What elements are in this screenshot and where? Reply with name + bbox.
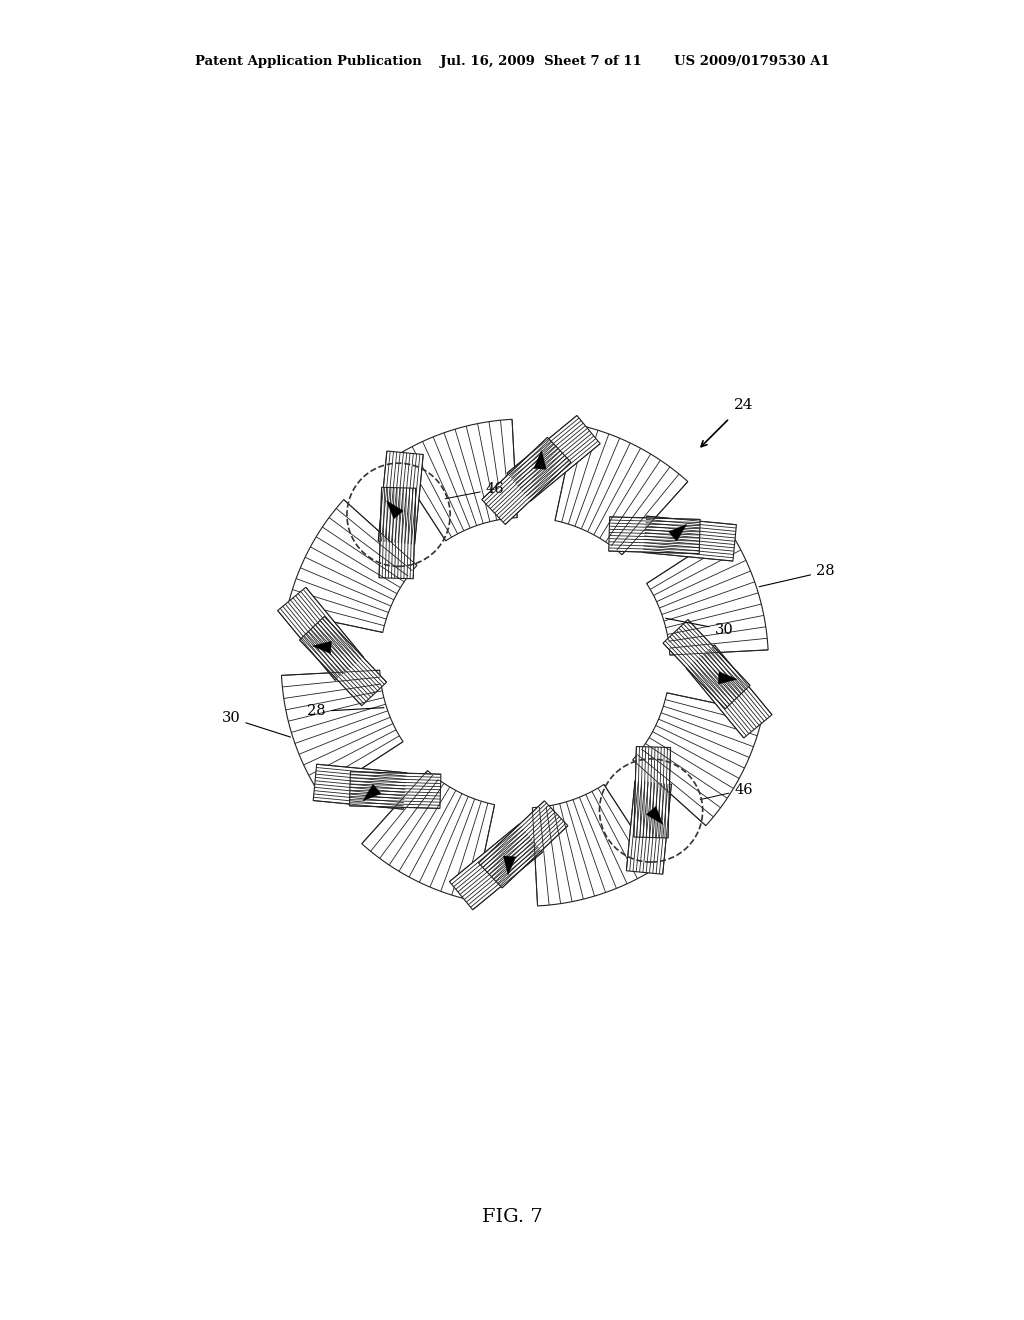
Polygon shape <box>313 764 407 809</box>
Polygon shape <box>633 693 763 825</box>
Polygon shape <box>532 784 657 906</box>
Polygon shape <box>627 780 672 874</box>
Polygon shape <box>643 516 736 561</box>
Polygon shape <box>450 824 543 909</box>
Polygon shape <box>361 771 495 902</box>
Text: 24: 24 <box>734 397 754 412</box>
Text: FIG. 7: FIG. 7 <box>481 1208 543 1226</box>
Polygon shape <box>646 529 768 655</box>
Text: 30: 30 <box>221 711 291 737</box>
Text: 28: 28 <box>759 565 835 586</box>
Polygon shape <box>507 416 600 502</box>
Polygon shape <box>362 784 381 801</box>
Polygon shape <box>634 747 671 838</box>
Polygon shape <box>312 642 332 653</box>
Polygon shape <box>669 524 687 541</box>
Text: 30: 30 <box>666 618 733 636</box>
Polygon shape <box>349 772 441 808</box>
Text: 46: 46 <box>700 783 753 800</box>
Polygon shape <box>282 671 403 796</box>
Polygon shape <box>663 619 750 709</box>
Polygon shape <box>378 451 423 545</box>
Polygon shape <box>686 645 772 738</box>
Polygon shape <box>481 437 571 524</box>
Polygon shape <box>300 616 387 706</box>
Polygon shape <box>608 517 700 553</box>
Text: 28: 28 <box>307 705 384 718</box>
Polygon shape <box>287 499 417 632</box>
Polygon shape <box>392 420 517 541</box>
Polygon shape <box>386 500 403 519</box>
Polygon shape <box>555 424 688 554</box>
Polygon shape <box>504 855 516 875</box>
Polygon shape <box>478 801 568 888</box>
Polygon shape <box>646 807 664 825</box>
Polygon shape <box>718 672 737 684</box>
Text: 46: 46 <box>445 482 505 499</box>
Polygon shape <box>534 450 546 470</box>
Polygon shape <box>379 487 416 578</box>
Polygon shape <box>278 587 364 680</box>
Text: Patent Application Publication    Jul. 16, 2009  Sheet 7 of 11       US 2009/017: Patent Application Publication Jul. 16, … <box>195 55 829 69</box>
